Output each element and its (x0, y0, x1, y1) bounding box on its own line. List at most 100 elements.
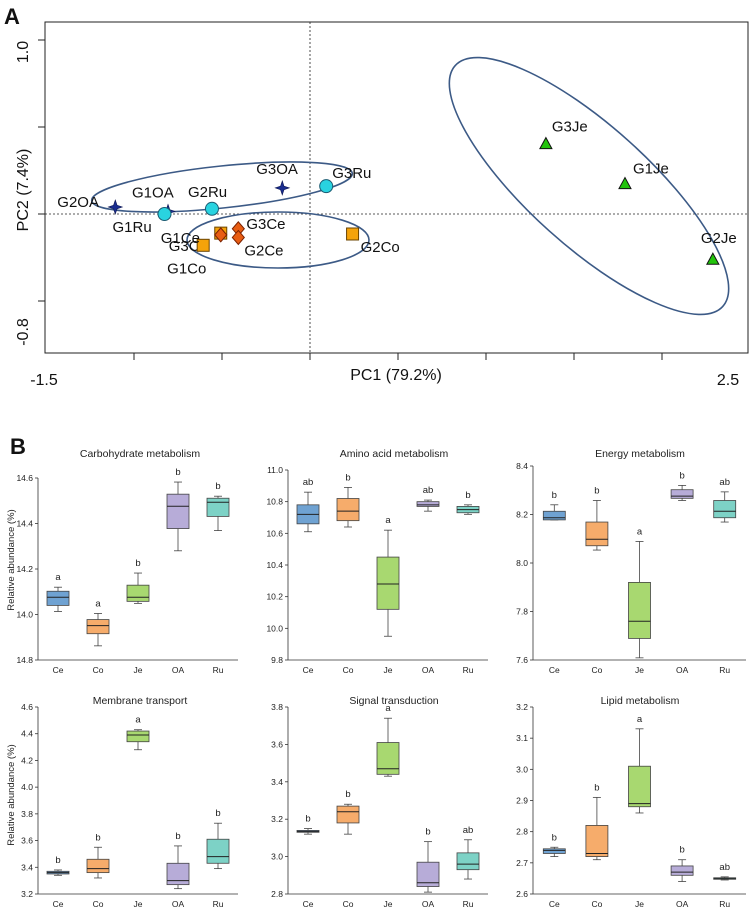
box-significance-letter: a (135, 715, 141, 726)
box-co: b (336, 789, 360, 835)
box-xtick-label: Ru (213, 665, 224, 675)
box-body (86, 858, 110, 874)
box-significance-letter: a (637, 714, 643, 725)
box-panel-title: Energy metabolism (595, 448, 685, 460)
point-label-g2co: G2Co (361, 239, 400, 256)
box-significance-letter: b (594, 782, 599, 793)
box-ytick-label: 8.4 (516, 461, 528, 471)
point-label-g2oa: G2OA (57, 194, 99, 211)
box-xtick-label: Je (134, 899, 143, 909)
box-body (542, 510, 566, 521)
point-g2je (706, 252, 720, 265)
box-ytick-label: 10.6 (266, 528, 283, 538)
box-xtick-label: Ce (53, 665, 64, 675)
box-xtick-label: Co (591, 899, 602, 909)
box-body (628, 765, 651, 808)
box-xtick-label: OA (172, 665, 185, 675)
pca-ytick-label-top: 1.0 (15, 41, 32, 63)
box-significance-letter: ab (463, 825, 474, 836)
box-significance-letter: b (305, 814, 310, 825)
box-xtick-label: Co (93, 665, 104, 675)
box-ytick-label: 2.8 (516, 827, 528, 837)
box-oa: b (416, 827, 440, 893)
box-xtick-label: Ru (719, 665, 730, 675)
box-xtick-label: Co (93, 899, 104, 909)
box-body (46, 590, 70, 606)
box-ytick-label: 3.6 (271, 739, 283, 749)
box-significance-letter: b (552, 832, 557, 843)
box-xtick-label: Je (635, 899, 644, 909)
box-ytick-label: 2.7 (516, 858, 528, 868)
box-body (713, 500, 737, 519)
point-g2co (346, 227, 360, 241)
box-body (166, 493, 190, 529)
box-ytick-label: 10.4 (266, 560, 283, 570)
box-ru: b (206, 808, 230, 870)
box-co: b (585, 782, 609, 861)
box-xtick-label: Je (384, 665, 393, 675)
box-xtick-label: Ce (549, 899, 560, 909)
box-je: a (376, 515, 400, 637)
box-je: a (376, 703, 400, 777)
box-co: b (336, 472, 360, 528)
box-significance-letter: b (175, 831, 180, 842)
box-body (376, 556, 400, 610)
box-xtick-label: OA (422, 665, 435, 675)
box-xtick-label: OA (676, 665, 689, 675)
box-ytick-label: 14.8 (16, 655, 33, 665)
box-ylabel-top: Relative abundance (%) (6, 509, 17, 610)
pca-ellipse-oa-ru (90, 161, 354, 213)
box-ytick-label: 3.0 (516, 764, 528, 774)
box-oa: b (670, 470, 694, 501)
box-ytick-label: 9.8 (271, 655, 283, 665)
box-significance-letter: b (552, 490, 557, 501)
panel-b-label: B (10, 434, 26, 459)
box-significance-letter: b (425, 827, 430, 838)
box-ytick-label: 3.6 (21, 836, 33, 846)
box-significance-letter: b (215, 808, 220, 819)
box-body (456, 852, 480, 871)
box-ytick-label: 10.0 (266, 623, 283, 633)
box-significance-letter: a (385, 703, 391, 714)
box-co: b (86, 832, 110, 879)
point-label-g1ce: G1Ce (161, 230, 200, 247)
point-label-g3je: G3Je (552, 119, 588, 136)
box-xtick-label: Ru (719, 899, 730, 909)
box-ytick-label: 3.4 (271, 777, 283, 787)
point-g2oa (107, 199, 124, 215)
panel-a: A 1.0 -0.8 -1.5 2.5 PC1 (79.2%) PC2 (7.4… (4, 4, 749, 389)
box-xtick-label: OA (676, 899, 689, 909)
point-g1je (618, 176, 632, 190)
box-significance-letter: b (135, 558, 140, 569)
box-ytick-label: 3.2 (271, 814, 283, 824)
box-xtick-label: Ce (53, 899, 64, 909)
point-g3ru (319, 179, 334, 194)
box-ru: ab (713, 477, 737, 523)
box-ytick-label: 3.2 (21, 889, 33, 899)
box-panel-signal-transduction: Signal transduction 3.8 3.6 3.4 3.2 3.0 2.8 Ce C… (271, 695, 488, 909)
point-label-g2ce: G2Ce (244, 242, 283, 259)
box-significance-letter: b (345, 789, 350, 800)
point-g2ru (204, 201, 219, 216)
box-xtick-label: Je (384, 899, 393, 909)
box-ytick-label: 4.2 (21, 755, 33, 765)
box-body (585, 521, 609, 547)
point-label-g3oa: G3OA (256, 161, 298, 178)
box-significance-letter: b (465, 490, 470, 501)
pca-xtick-label-right: 2.5 (717, 372, 739, 389)
box-ytick-label: 3.0 (271, 852, 283, 862)
box-co: b (585, 485, 609, 551)
pca-ellipse-je (448, 56, 730, 316)
box-significance-letter: b (55, 855, 60, 866)
box-je: b (126, 558, 150, 604)
box-ytick-label: 11.0 (267, 465, 283, 475)
box-significance-letter: a (385, 515, 391, 526)
point-g1ce (214, 227, 228, 243)
box-xtick-label: Ce (303, 665, 314, 675)
box-significance-letter: b (594, 485, 599, 496)
box-oa: ab (416, 485, 440, 512)
box-significance-letter: b (679, 845, 684, 856)
box-ytick-label: 2.6 (516, 889, 528, 899)
pca-ytick-label-bottom: -0.8 (15, 318, 32, 346)
pca-ellipse-ce-co (186, 211, 370, 269)
